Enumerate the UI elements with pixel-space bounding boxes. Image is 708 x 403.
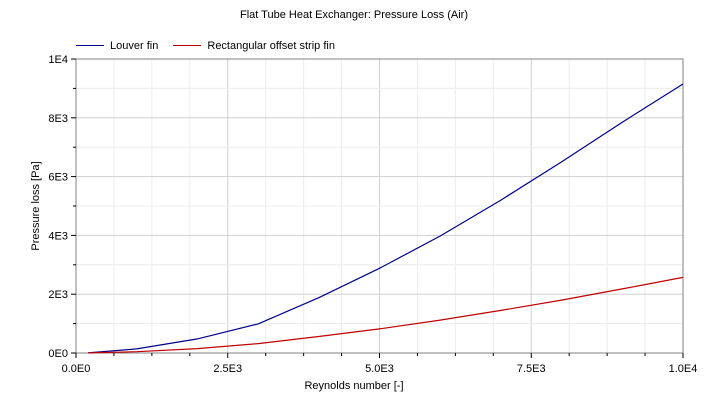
x-axis-label: Reynolds number [-] bbox=[304, 380, 404, 392]
series-line-offset-strip-fin bbox=[88, 276, 684, 354]
x-tick-label: 2.5E3 bbox=[213, 363, 242, 375]
y-tick-label: 8E3 bbox=[48, 113, 68, 125]
legend-label-offset-strip-fin: Rectangular offset strip fin bbox=[207, 39, 335, 52]
series-line-louver-fin bbox=[88, 83, 684, 354]
legend-entry-louver-fin: Louver fin bbox=[76, 40, 158, 52]
x-tick-label: 5.0E3 bbox=[365, 363, 394, 375]
chart-title: Flat Tube Heat Exchanger: Pressure Loss … bbox=[239, 9, 469, 21]
x-tick-label: 1.0E4 bbox=[669, 363, 698, 375]
y-axis-label: Pressure loss [Pa] bbox=[30, 161, 42, 251]
x-tick-label: 0.0E0 bbox=[62, 363, 91, 375]
y-tick-label: 4E3 bbox=[48, 230, 68, 242]
y-tick-label: 1E4 bbox=[48, 54, 68, 66]
x-tick-label: 7.5E3 bbox=[517, 363, 546, 375]
legend-swatch-offset-strip-fin bbox=[173, 45, 202, 46]
legend-swatch-louver-fin bbox=[76, 45, 104, 46]
legend-label-louver-fin: Louver fin bbox=[110, 39, 159, 52]
y-tick-label: 6E3 bbox=[48, 172, 68, 184]
y-tick-label: 2E3 bbox=[48, 289, 68, 301]
legend-entry-offset-strip-fin: Rectangular offset strip fin bbox=[173, 40, 335, 52]
y-tick-label: 0E0 bbox=[48, 348, 68, 360]
chart-legend: Louver fin Rectangular offset strip fin bbox=[76, 37, 347, 52]
